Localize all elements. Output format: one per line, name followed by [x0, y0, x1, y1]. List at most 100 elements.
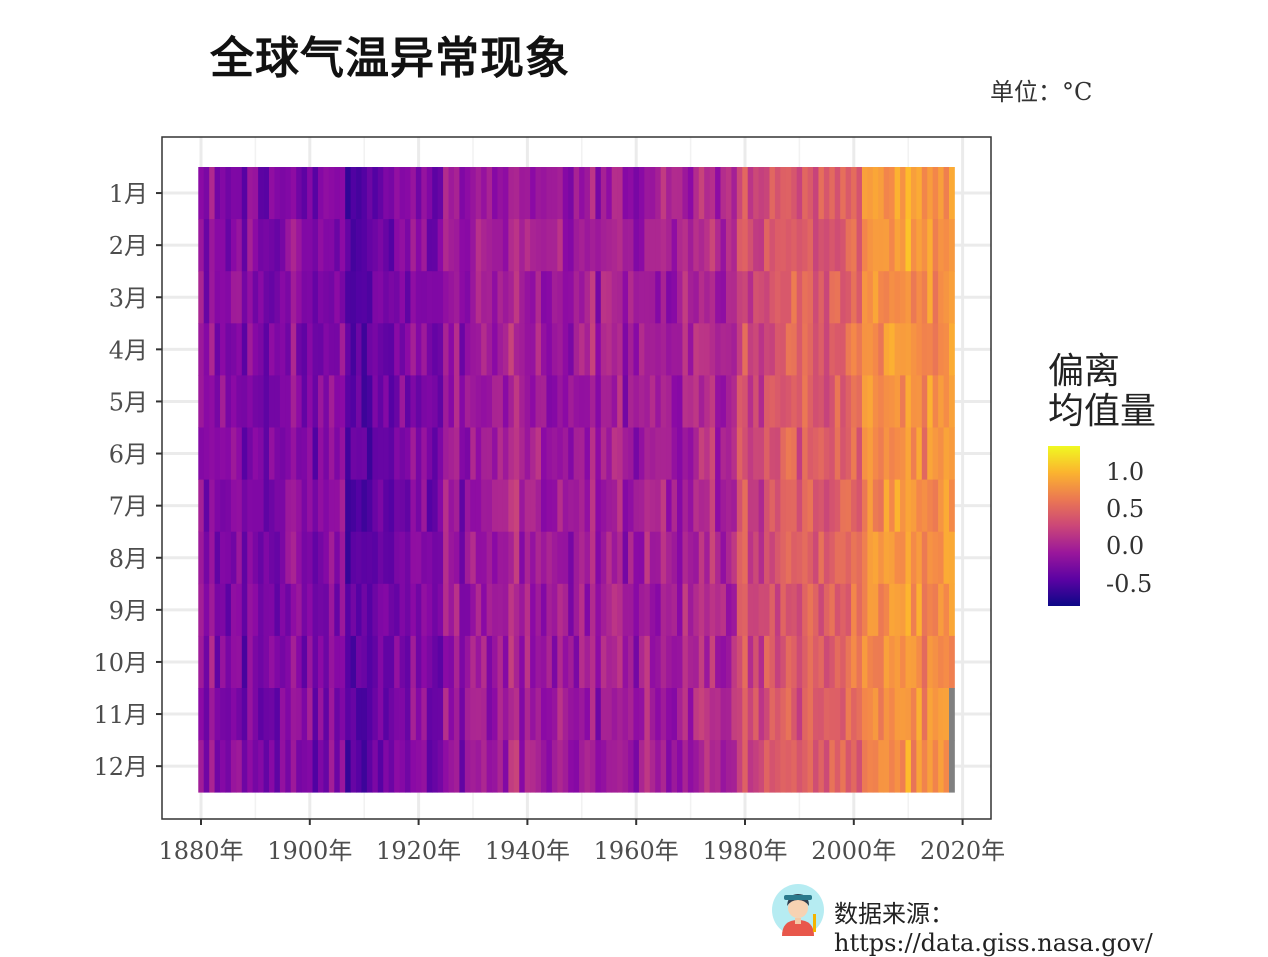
heatmap-cell	[943, 531, 950, 585]
heatmap-cell	[600, 219, 607, 272]
heatmap-cell	[328, 167, 335, 220]
heatmap-cell	[328, 427, 335, 480]
heatmap-cell	[415, 740, 422, 793]
heatmap-cell	[589, 219, 596, 272]
heatmap-cell	[241, 375, 248, 428]
heatmap-cell	[867, 531, 874, 585]
heatmap-cell	[481, 740, 487, 793]
heatmap-cell	[949, 323, 955, 376]
heatmap-cell	[230, 740, 237, 793]
heatmap-cell	[383, 323, 390, 376]
heatmap-cell	[415, 271, 422, 324]
heatmap-cell	[867, 583, 874, 637]
heatmap-cell	[279, 583, 286, 637]
heatmap-cell	[872, 740, 879, 793]
heatmap-cell	[889, 323, 895, 376]
heatmap-cell	[851, 531, 857, 585]
heatmap-cell	[448, 740, 455, 793]
heatmap-cell	[274, 740, 281, 793]
heatmap-cell	[720, 323, 727, 376]
heatmap-cell	[943, 271, 950, 324]
heatmap-cell	[584, 167, 591, 220]
heatmap-cell	[312, 531, 319, 585]
heatmap-cell	[704, 427, 711, 480]
heatmap-cell	[823, 635, 830, 689]
heatmap-cell	[198, 427, 205, 480]
heatmap-cell	[470, 531, 477, 585]
heatmap-cell	[791, 271, 798, 324]
heatmap-cell	[758, 323, 765, 376]
heatmap-cell	[709, 375, 716, 428]
heatmap-cell	[350, 479, 357, 533]
heatmap-cell	[405, 167, 411, 220]
heatmap-cell	[878, 219, 885, 272]
heatmap-cell	[453, 635, 460, 689]
heatmap-cell	[568, 427, 575, 480]
heatmap-cell	[769, 583, 776, 637]
heatmap-cell	[774, 740, 781, 793]
heatmap-cell	[584, 375, 591, 428]
heatmap-cell	[638, 167, 645, 220]
heatmap-cell	[492, 375, 498, 428]
heatmap-cell	[350, 583, 357, 637]
heatmap-cell	[671, 167, 678, 220]
heatmap-cell	[715, 427, 721, 480]
heatmap-cell	[579, 688, 585, 741]
heatmap-cell	[687, 323, 694, 376]
heatmap-cell	[377, 583, 384, 637]
heatmap-cell	[878, 167, 885, 220]
heatmap-cell	[606, 323, 613, 376]
heatmap-cell	[725, 583, 732, 637]
heatmap-cell	[236, 323, 243, 376]
heatmap-cell	[415, 479, 422, 533]
heatmap-cell	[720, 583, 727, 637]
heatmap-cell	[345, 167, 351, 220]
heatmap-cell	[263, 531, 270, 585]
heatmap-cell	[258, 323, 264, 376]
heatmap-cell	[464, 427, 471, 480]
heatmap-cell	[241, 583, 248, 637]
heatmap-cell	[834, 583, 841, 637]
heatmap-cell	[595, 427, 602, 480]
heatmap-cell	[796, 375, 803, 428]
heatmap-cell	[252, 323, 259, 376]
heatmap-cell	[247, 167, 254, 220]
heatmap-cell	[910, 167, 917, 220]
heatmap-cell	[894, 583, 901, 637]
heatmap-cell	[258, 427, 264, 480]
heatmap-cell	[497, 583, 504, 637]
heatmap-cell	[845, 427, 852, 480]
heatmap-cell	[290, 688, 297, 741]
heatmap-cell	[535, 740, 542, 793]
heatmap-cell	[916, 271, 923, 324]
heatmap-cell	[432, 427, 439, 480]
heatmap-cell	[611, 427, 618, 480]
heatmap-cell	[905, 323, 912, 376]
heatmap-cell	[508, 167, 515, 220]
heatmap-cell	[883, 635, 890, 689]
heatmap-cell	[774, 635, 781, 689]
y-tick-label: 5月	[109, 388, 148, 416]
heatmap-cell	[535, 688, 542, 741]
heatmap-cell	[328, 479, 335, 533]
heatmap-cell	[807, 740, 814, 793]
heatmap-cell	[834, 531, 841, 585]
heatmap-cell	[894, 167, 901, 220]
heatmap-cell	[791, 219, 798, 272]
heatmap-cell	[889, 479, 895, 533]
heatmap-cell	[508, 740, 515, 793]
heatmap-cell	[878, 635, 885, 689]
heatmap-cell	[671, 583, 678, 637]
heatmap-cell	[677, 219, 683, 272]
heatmap-cell	[611, 219, 618, 272]
heatmap-cell	[949, 427, 955, 480]
heatmap-cell	[241, 167, 248, 220]
heatmap-cell	[475, 219, 482, 272]
heatmap-cell	[263, 583, 270, 637]
heatmap-cell	[258, 531, 264, 585]
heatmap-cell	[508, 531, 515, 585]
heatmap-cell	[731, 583, 738, 637]
heatmap-cell	[388, 479, 395, 533]
heatmap-cell	[949, 167, 955, 220]
heatmap-cell	[774, 219, 781, 272]
